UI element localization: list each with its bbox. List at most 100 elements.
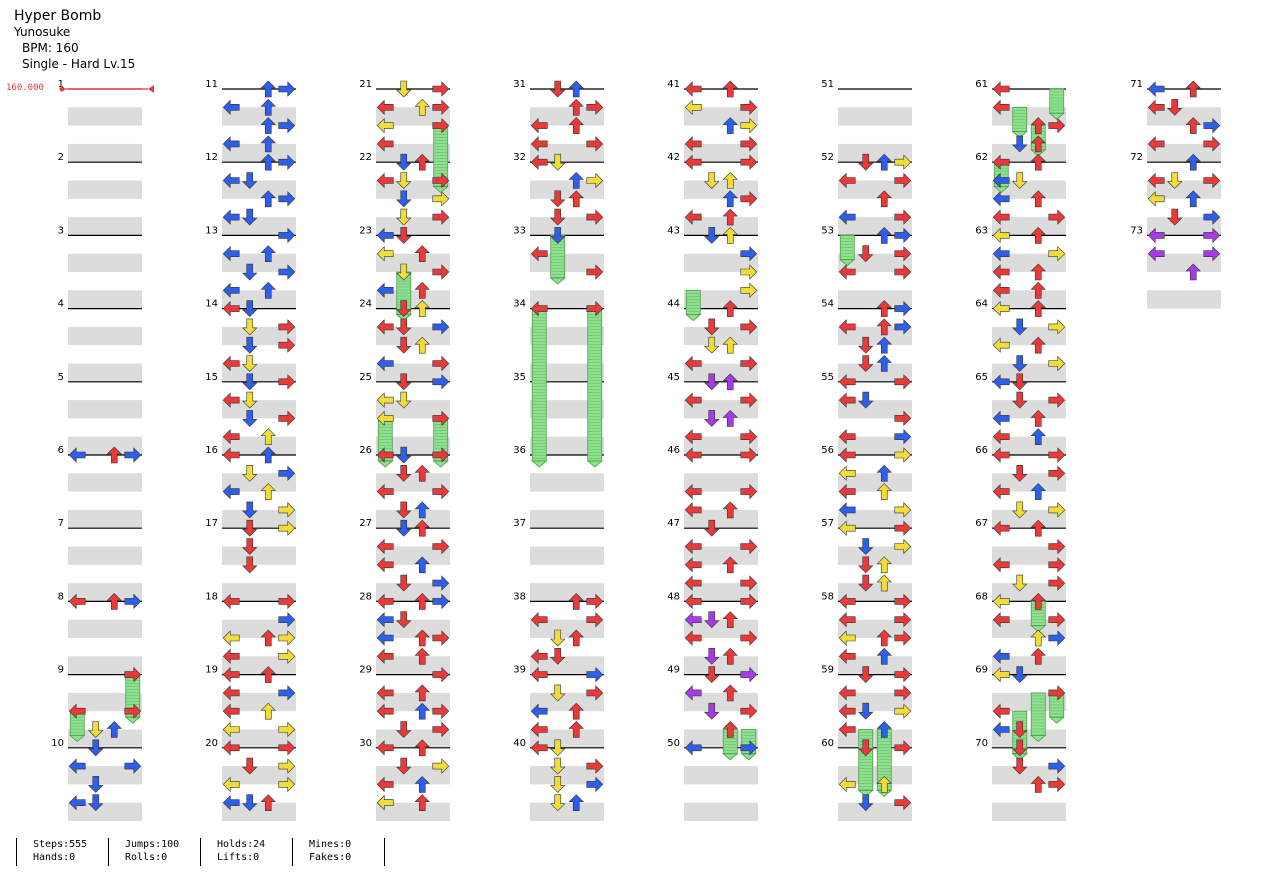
arrow-up <box>414 684 430 702</box>
arrow-up <box>722 226 738 244</box>
beat-band <box>222 509 296 529</box>
arrow-right <box>278 319 296 335</box>
arrow-right <box>740 483 758 500</box>
arrow-down <box>858 702 874 720</box>
arrow-left <box>838 392 856 408</box>
beat-band <box>992 400 1066 419</box>
beat-band <box>684 326 758 346</box>
measure-number: 4 <box>58 299 64 310</box>
beat-band <box>1147 290 1221 309</box>
stats-group-jumps: Jumps:100 Rolls:0 <box>108 838 179 866</box>
arrow-right <box>1048 319 1066 335</box>
beat-band <box>68 180 142 199</box>
measure-number: 72 <box>1130 152 1143 163</box>
beat-band <box>376 326 450 346</box>
arrow-left <box>530 117 548 134</box>
hold-tail <box>1030 735 1047 743</box>
arrow-left <box>684 611 702 628</box>
beat-band <box>530 583 604 602</box>
arrow-right <box>894 666 912 683</box>
arrow-right <box>1048 557 1066 573</box>
measure-number: 21 <box>359 79 372 90</box>
arrow-right <box>1048 575 1066 591</box>
hold-tail <box>1011 131 1028 139</box>
arrow-down <box>396 172 412 189</box>
bpm-line-end <box>148 85 154 93</box>
arrow-right <box>278 264 296 280</box>
arrow-left <box>222 447 240 463</box>
arrow-down <box>1167 99 1183 116</box>
arrow-right <box>124 703 142 719</box>
measure-number: 70 <box>975 738 988 749</box>
arrow-down <box>704 373 720 391</box>
beat-band <box>684 107 758 126</box>
arrow-up <box>1030 300 1046 317</box>
arrow-right <box>1048 447 1066 463</box>
arrow-up <box>260 483 276 500</box>
arrow-down <box>550 629 566 647</box>
beat-band <box>684 143 758 163</box>
beat-band <box>530 546 604 565</box>
stat-lifts: Lifts:0 <box>217 852 260 863</box>
song-title: Hyper Bomb <box>14 8 102 24</box>
arrow-up <box>722 373 738 391</box>
arrow-left <box>1147 172 1165 189</box>
arrow-up <box>876 355 892 372</box>
arrow-left <box>68 794 86 811</box>
arrow-down <box>242 794 258 812</box>
arrow-up <box>260 666 276 683</box>
beat-band <box>530 729 604 748</box>
arrow-right <box>432 721 450 738</box>
measure-number: 57 <box>821 518 834 529</box>
beat-band <box>838 436 912 455</box>
beat-band <box>222 473 296 492</box>
beat-band <box>68 217 142 236</box>
arrow-left <box>222 630 240 646</box>
arrow-up <box>722 208 738 226</box>
beat-band <box>992 619 1066 638</box>
arrow-left <box>376 648 394 665</box>
measure-number: 13 <box>205 225 218 236</box>
arrow-right <box>432 264 450 280</box>
arrow-left <box>992 172 1010 189</box>
arrow-down <box>1167 208 1183 226</box>
arrow-left <box>684 428 702 445</box>
measure-number: 68 <box>975 591 988 602</box>
arrow-up <box>414 629 430 647</box>
measure-number: 17 <box>205 518 218 529</box>
arrow-up <box>414 281 430 299</box>
arrow-up <box>1030 135 1046 153</box>
arrow-down <box>1012 666 1028 684</box>
arrow-right <box>894 264 912 280</box>
beat-band <box>222 217 296 236</box>
arrow-up <box>568 702 584 720</box>
hold-tail <box>1048 716 1065 724</box>
stat-hands: Hands:0 <box>33 852 76 863</box>
arrow-right <box>586 300 604 317</box>
arrow-left <box>992 703 1010 719</box>
beat-band <box>530 217 604 236</box>
arrow-left <box>376 483 394 500</box>
hold-tail <box>993 186 1010 194</box>
arrow-up <box>876 647 892 665</box>
beat-band <box>376 656 450 675</box>
measure-number: 9 <box>58 665 64 676</box>
beat-band <box>68 326 142 346</box>
arrow-left <box>376 136 394 152</box>
arrow-right <box>278 502 296 518</box>
arrow-right <box>1048 502 1066 518</box>
arrow-down <box>242 757 258 775</box>
arrow-down <box>858 574 874 592</box>
arrow-left <box>376 447 394 463</box>
beat-band <box>838 326 912 346</box>
arrow-left <box>222 721 240 738</box>
arrow-down <box>242 556 258 574</box>
arrow-left <box>684 136 702 152</box>
arrow-up <box>722 336 738 354</box>
hold-tail <box>1030 625 1047 633</box>
arrow-left <box>684 99 702 116</box>
arrow-down <box>858 153 874 171</box>
hold-body <box>587 308 603 462</box>
arrow-up <box>876 574 892 592</box>
beat-band <box>684 583 758 602</box>
